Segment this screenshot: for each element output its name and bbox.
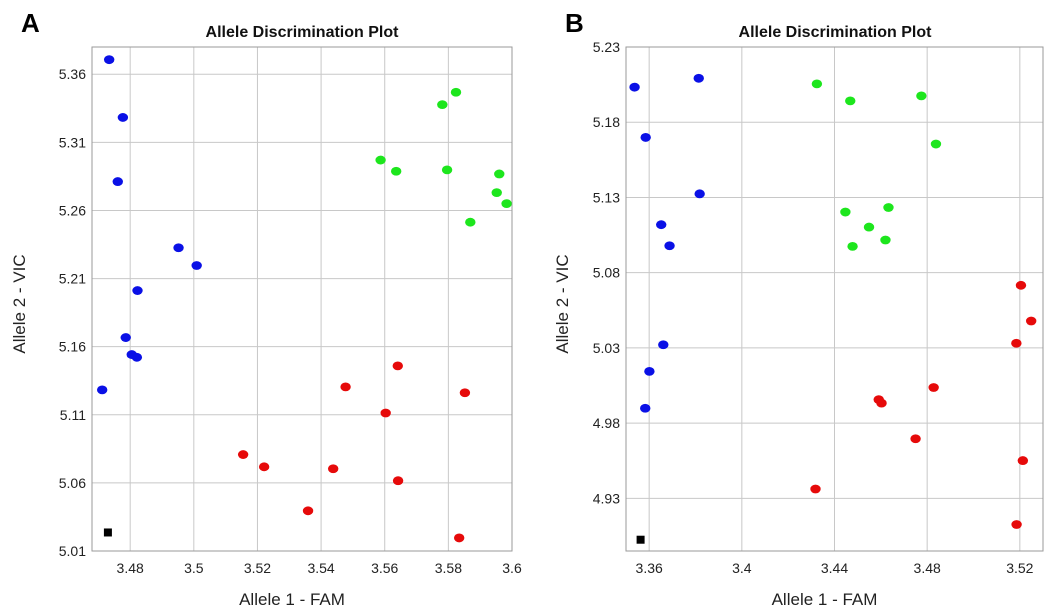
data-point: [501, 199, 512, 209]
data-point: [450, 87, 462, 97]
y-tick-label: 5.21: [59, 271, 86, 287]
data-point: [375, 155, 386, 165]
panel-letter-b: B: [565, 8, 584, 38]
data-point: [340, 382, 351, 392]
data-point: [910, 434, 921, 444]
x-tick-label: 3.58: [435, 560, 462, 576]
x-tick-label: 3.5: [184, 560, 204, 576]
x-tick-label: 3.56: [371, 560, 398, 576]
plot-area: [91, 46, 513, 552]
data-point: [916, 91, 927, 101]
data-point: [883, 203, 894, 212]
x-tick-label: 3.48: [117, 560, 144, 576]
y-tick-label: 5.06: [59, 475, 86, 491]
y-tick-label: 5.08: [593, 265, 620, 281]
x-axis-label: Allele 1 - FAM: [772, 590, 878, 609]
y-tick-label: 4.98: [593, 415, 620, 431]
chart-2: 3.36 3.4 3.44 3.48 3.52 4.93 4.98 5.03 5.08 5.13 5…: [553, 24, 1044, 609]
data-point: [840, 207, 851, 217]
y-tick-label: 5.16: [59, 339, 86, 355]
data-point: [876, 398, 887, 408]
y-axis-label: Allele 2 - VIC: [10, 254, 29, 353]
data-point: [191, 261, 202, 270]
data-point: [664, 241, 675, 251]
x-tick-label: 3.44: [821, 560, 848, 576]
data-point: [1025, 316, 1037, 326]
chart-title: Allele Discrimination Plot: [739, 24, 933, 41]
data-point: [1011, 338, 1022, 348]
data-point: [131, 352, 143, 362]
data-point: [928, 383, 939, 392]
data-point: [845, 96, 856, 106]
y-tick-label: 5.11: [60, 407, 86, 423]
data-point: [629, 82, 640, 92]
data-point: [327, 464, 339, 474]
data-point: [693, 73, 704, 83]
data-point: [694, 189, 705, 199]
data-point: [1011, 520, 1022, 529]
data-point: [441, 165, 453, 175]
y-tick-label: 5.01: [59, 543, 86, 559]
data-point: [640, 133, 651, 142]
plot-area: [625, 46, 1044, 552]
data-point: [644, 366, 655, 376]
data-point: [847, 241, 858, 251]
x-axis-label: Allele 1 - FAM: [239, 590, 345, 609]
data-point: [810, 484, 821, 494]
data-point: [173, 243, 184, 253]
data-point: [459, 388, 471, 398]
ntc-point: [636, 535, 645, 544]
x-tick-label: 3.52: [244, 560, 271, 576]
data-point: [494, 169, 505, 179]
y-tick-label: 5.26: [59, 202, 86, 218]
x-tick-label: 3.54: [307, 560, 334, 576]
y-axis-label: Allele 2 - VIC: [553, 254, 572, 353]
y-tick-label: 5.13: [593, 189, 620, 205]
data-point: [811, 79, 823, 89]
data-point: [656, 220, 667, 230]
ntc-point: [103, 528, 112, 537]
panel-letter-a: A: [21, 8, 40, 38]
data-point: [491, 188, 502, 198]
data-point: [237, 450, 249, 459]
data-point: [863, 222, 875, 232]
data-point: [258, 462, 270, 472]
chart-title: Allele Discrimination Plot: [206, 24, 400, 41]
data-point: [120, 333, 131, 342]
data-point: [1017, 456, 1029, 465]
data-point: [132, 286, 143, 295]
data-point: [112, 177, 123, 186]
y-tick-label: 5.36: [59, 66, 86, 82]
x-tick-label: 3.52: [1006, 560, 1033, 576]
data-point: [390, 166, 402, 176]
data-point: [380, 408, 391, 418]
y-tick-label: 5.23: [593, 39, 620, 55]
chart-1: 3.48 3.5 3.52 3.54 3.56 3.58 3.6 5.01 5.06 5.11 5.…: [10, 24, 522, 609]
data-point: [640, 403, 651, 413]
x-tick-label: 3.48: [914, 560, 941, 576]
data-point: [302, 506, 314, 516]
x-tick-label: 3.4: [732, 560, 752, 576]
data-point: [117, 113, 129, 122]
data-point: [930, 139, 942, 149]
y-tick-label: 5.03: [593, 340, 620, 356]
x-tick-label: 3.6: [502, 560, 522, 576]
data-point: [103, 55, 115, 65]
data-point: [437, 100, 448, 110]
data-point: [658, 340, 669, 350]
y-tick-label: 5.31: [59, 134, 86, 150]
data-point: [465, 217, 476, 227]
data-point: [880, 235, 891, 245]
y-tick-label: 4.93: [593, 490, 620, 506]
x-tick-label: 3.36: [636, 560, 663, 576]
data-point: [96, 385, 108, 395]
data-point: [392, 361, 403, 371]
data-point: [453, 533, 465, 543]
y-tick-label: 5.18: [593, 114, 620, 130]
data-point: [392, 476, 404, 486]
data-point: [1015, 280, 1027, 290]
